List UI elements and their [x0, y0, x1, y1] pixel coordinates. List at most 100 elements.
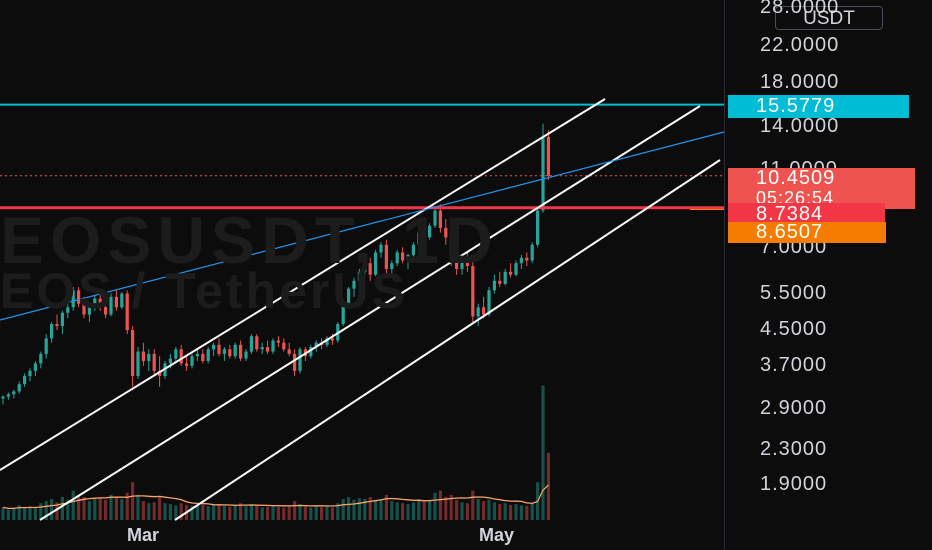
volume-bar [482, 501, 486, 520]
volume-bar [384, 494, 388, 520]
drawings[interactable] [0, 98, 725, 521]
volume-bar [266, 506, 270, 520]
volume-bar [314, 506, 318, 520]
volume-bar [347, 496, 351, 520]
volume-bar [1, 507, 5, 520]
y-tick: 18.0000 [760, 71, 840, 93]
volume-bar [55, 502, 59, 520]
candle-body [87, 307, 91, 315]
trend-line[interactable] [0, 131, 725, 321]
candle-body [519, 257, 523, 264]
last-price-badge[interactable]: 10.4509 05:26:54 [728, 168, 915, 209]
volume-bar [33, 508, 37, 520]
candle-body [422, 232, 426, 238]
candle-body [411, 244, 415, 256]
candle-body [309, 347, 313, 357]
candle-body [406, 255, 410, 261]
orange-level-badge[interactable]: 8.6507 [728, 222, 886, 243]
candle-body [55, 324, 59, 327]
candle-body [212, 344, 216, 350]
candle-body [276, 340, 280, 343]
candles [1, 123, 550, 405]
candle-body [168, 358, 172, 364]
candle-body [417, 232, 421, 245]
candle-body [131, 330, 135, 377]
volume-bar [109, 494, 113, 520]
volume-bar [104, 499, 108, 520]
volume-bar [303, 506, 307, 520]
candle-body [266, 347, 270, 352]
volume-bar [260, 507, 264, 520]
y-tick: 28.0000 [760, 0, 840, 18]
parallel-channel-line[interactable] [39, 105, 701, 521]
volume-bar [190, 505, 194, 520]
candle-body [222, 349, 226, 354]
last-price-value: 10.4509 [756, 167, 836, 189]
candle-body [374, 252, 378, 275]
volume-bar [309, 507, 313, 520]
volume-bar [163, 503, 167, 520]
candle-body [509, 271, 513, 275]
candle-body [341, 305, 345, 325]
currency-button[interactable]: USDT [775, 6, 883, 30]
candle-body [104, 307, 108, 315]
volume-bar [71, 490, 75, 520]
candle-body [228, 349, 232, 357]
candle-body [206, 349, 210, 361]
candle-body [77, 290, 81, 304]
volume-bar [492, 502, 496, 520]
volume-bar [541, 385, 545, 520]
volume-bar [336, 503, 340, 520]
candle-body [141, 351, 145, 361]
candle-body [455, 260, 459, 269]
candle-body [179, 349, 183, 364]
volume-bar [433, 492, 437, 520]
volume-bar [158, 496, 162, 520]
parallel-channel-line[interactable] [174, 159, 721, 521]
level-price-badge[interactable]: 15.5779 [728, 95, 909, 118]
candle-body [82, 303, 86, 315]
candle-body [271, 340, 275, 352]
volume-bar [195, 505, 199, 520]
volume-bar [114, 496, 118, 520]
candle-body [17, 384, 21, 392]
red-level-badge[interactable]: 8.7384 [728, 203, 885, 225]
candle-body [147, 353, 151, 361]
candle-body [109, 296, 113, 315]
volume-bar [465, 503, 469, 520]
volume-bar [530, 503, 534, 520]
candle-body [514, 263, 518, 275]
candle-body [536, 210, 540, 245]
volume-bar [174, 505, 178, 520]
candle-body [93, 298, 97, 308]
volume-bar [293, 501, 297, 520]
candle-body [352, 280, 356, 289]
volume-bar [147, 503, 151, 520]
candle-body [114, 296, 118, 308]
candle-body [201, 353, 205, 361]
volume-bar [6, 509, 10, 520]
y-tick: 22.0000 [760, 34, 840, 56]
volume-bar [12, 508, 16, 520]
volume-bar [228, 506, 232, 520]
volume-bar [60, 496, 64, 520]
y-tick: 1.9000 [760, 473, 828, 495]
candle-body [438, 210, 442, 228]
volume-bar [509, 504, 513, 520]
candle-body [98, 298, 102, 308]
candle-body [255, 336, 259, 350]
candle-body [449, 237, 453, 261]
volume-bar [525, 505, 529, 520]
y-tick: 2.9000 [760, 397, 828, 419]
candle-body [44, 338, 48, 354]
volume-bar [444, 496, 448, 520]
volume-bar [330, 507, 334, 520]
candle-body [12, 391, 16, 395]
candle-body [541, 136, 545, 211]
candle-body [530, 244, 534, 261]
volume-bar [233, 505, 237, 520]
candle-body [503, 271, 507, 284]
parallel-channel-line[interactable] [0, 98, 606, 471]
volume-bar [546, 452, 550, 520]
